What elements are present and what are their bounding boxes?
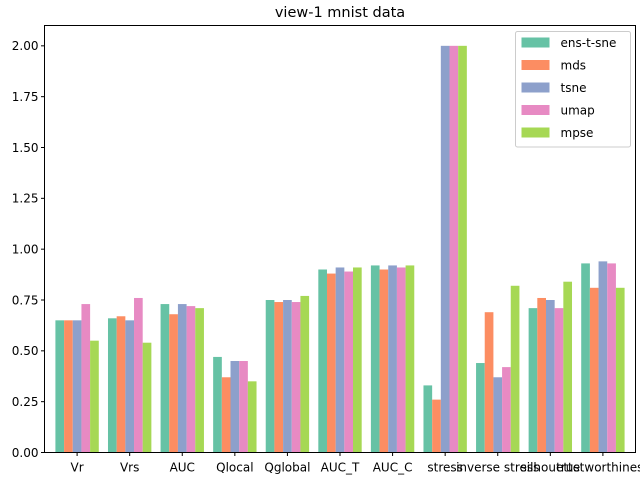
bar-ens-t-sne-auc_t bbox=[318, 269, 327, 453]
bar-mpse-silhouette bbox=[563, 281, 573, 453]
bar-mpse-vr bbox=[90, 340, 99, 453]
bar-tsne-auc bbox=[177, 304, 187, 453]
legend-swatch-tsne bbox=[521, 82, 550, 93]
bar-mds-trustworthiness bbox=[589, 287, 599, 453]
legend-label-mpse: mpse bbox=[561, 126, 594, 140]
x-tick-label: Vr bbox=[71, 461, 84, 475]
y-tick-label: 2.00 bbox=[12, 39, 39, 53]
bar-mds-vr bbox=[64, 320, 73, 453]
bar-umap-inverse-stress bbox=[502, 367, 511, 453]
bar-umap-trustworthiness bbox=[607, 263, 616, 453]
bar-ens-t-sne-vrs bbox=[107, 318, 117, 453]
y-tick-label: 0.75 bbox=[12, 293, 39, 307]
legend-label-mds: mds bbox=[561, 59, 587, 73]
bar-umap-stress bbox=[449, 45, 459, 453]
bar-mpse-auc_t bbox=[353, 267, 362, 453]
bar-ens-t-sne-stress bbox=[423, 385, 433, 453]
bar-umap-auc bbox=[186, 306, 196, 453]
x-tick-label: inverse stress bbox=[456, 461, 539, 475]
y-tick-label: 1.75 bbox=[12, 90, 39, 104]
bar-mpse-auc bbox=[195, 308, 204, 453]
bar-mpse-auc_c bbox=[405, 265, 415, 453]
y-axis: 0.00 0.25 0.50 0.75 1.00 1.25 1.50 1.75 2.00 bbox=[12, 39, 45, 460]
bar-tsne-trustworthiness bbox=[598, 261, 608, 453]
bar-tsne-qglobal bbox=[283, 300, 292, 453]
bar-mds-auc_t bbox=[326, 273, 336, 453]
x-tick-label: Qlocal bbox=[216, 461, 253, 475]
legend-label-tsne: tsne bbox=[561, 81, 587, 95]
y-tick-label: 1.25 bbox=[12, 192, 39, 206]
bar-mpse-qlocal bbox=[247, 381, 257, 453]
x-tick-label: silhouette bbox=[520, 461, 580, 475]
legend-swatch-ens-t-sne bbox=[521, 37, 550, 48]
bar-mds-silhouette bbox=[537, 297, 546, 453]
bar-umap-qlocal bbox=[239, 361, 248, 453]
y-tick-label: 0.50 bbox=[12, 344, 39, 358]
legend-swatch-mds bbox=[521, 60, 550, 70]
x-axis: Vr Vrs AUC Qlocal Qglobal AUC_T AUC_C stressinv… bbox=[71, 452, 640, 475]
bar-mds-qglobal bbox=[274, 302, 284, 453]
bar-tsne-inverse-stress bbox=[493, 377, 503, 453]
bar-umap-auc_t bbox=[344, 271, 354, 453]
y-tick-label: 0.00 bbox=[12, 446, 39, 460]
y-tick-label: 0.25 bbox=[12, 395, 39, 409]
bar-ens-t-sne-trustworthiness bbox=[581, 263, 590, 453]
legend-label-ens-t-sne: ens-t-sne bbox=[561, 36, 617, 50]
bar-ens-t-sne-qglobal bbox=[265, 300, 275, 453]
legend-label-umap: umap bbox=[561, 104, 595, 118]
bar-mds-auc bbox=[169, 314, 178, 453]
bar-umap-vr bbox=[81, 304, 91, 453]
bar-tsne-vr bbox=[72, 320, 82, 453]
bar-tsne-qlocal bbox=[230, 361, 240, 453]
bar-ens-t-sne-silhouette bbox=[528, 308, 538, 453]
bar-ens-t-sne-auc bbox=[160, 304, 170, 453]
bar-umap-vrs bbox=[134, 297, 143, 453]
x-tick-label: Vrs bbox=[120, 461, 139, 475]
bar-ens-t-sne-vr bbox=[55, 320, 65, 453]
bar-ens-t-sne-inverse-stress bbox=[476, 363, 485, 453]
x-tick-label: AUC_C bbox=[373, 461, 413, 475]
bar-mpse-inverse-stress bbox=[510, 285, 520, 453]
x-tick-label: Qglobal bbox=[264, 461, 310, 475]
x-tick-label: AUC bbox=[170, 461, 195, 475]
legend-swatch-umap bbox=[521, 105, 550, 115]
bar-mds-auc_c bbox=[379, 269, 389, 453]
bar-tsne-stress bbox=[440, 45, 450, 453]
bars-layer bbox=[55, 45, 625, 453]
bar-mds-vrs bbox=[116, 316, 126, 453]
x-tick-label: trustworthiness bbox=[556, 461, 640, 475]
chart-title: view-1 mnist data bbox=[275, 5, 405, 21]
y-tick-label: 1.50 bbox=[12, 141, 39, 155]
plot-frame bbox=[44, 25, 636, 453]
bar-umap-qglobal bbox=[291, 302, 301, 453]
bar-mds-inverse-stress bbox=[484, 312, 494, 453]
bar-umap-auc_c bbox=[396, 267, 406, 453]
bar-mpse-qglobal bbox=[300, 295, 310, 453]
bar-ens-t-sne-qlocal bbox=[213, 356, 222, 453]
bar-tsne-auc_c bbox=[388, 265, 397, 453]
legend: ens-t-sne mds tsne umap mpse bbox=[515, 31, 631, 148]
bar-ens-t-sne-auc_c bbox=[370, 265, 380, 453]
bar-mds-qlocal bbox=[221, 377, 231, 453]
bar-umap-silhouette bbox=[554, 308, 564, 453]
y-tick-label: 1.00 bbox=[12, 242, 39, 256]
bar-mpse-trustworthiness bbox=[615, 287, 625, 453]
bar-tsne-vrs bbox=[125, 320, 135, 453]
bar-mds-stress bbox=[432, 399, 441, 453]
bar-tsne-auc_t bbox=[335, 267, 345, 453]
x-tick-label: AUC_T bbox=[321, 461, 360, 475]
bar-mpse-vrs bbox=[142, 342, 152, 453]
bar-mpse-stress bbox=[458, 45, 467, 453]
legend-swatch-mpse bbox=[521, 127, 550, 138]
bar-tsne-silhouette bbox=[545, 300, 555, 453]
x-tick-label: stress bbox=[427, 461, 463, 475]
